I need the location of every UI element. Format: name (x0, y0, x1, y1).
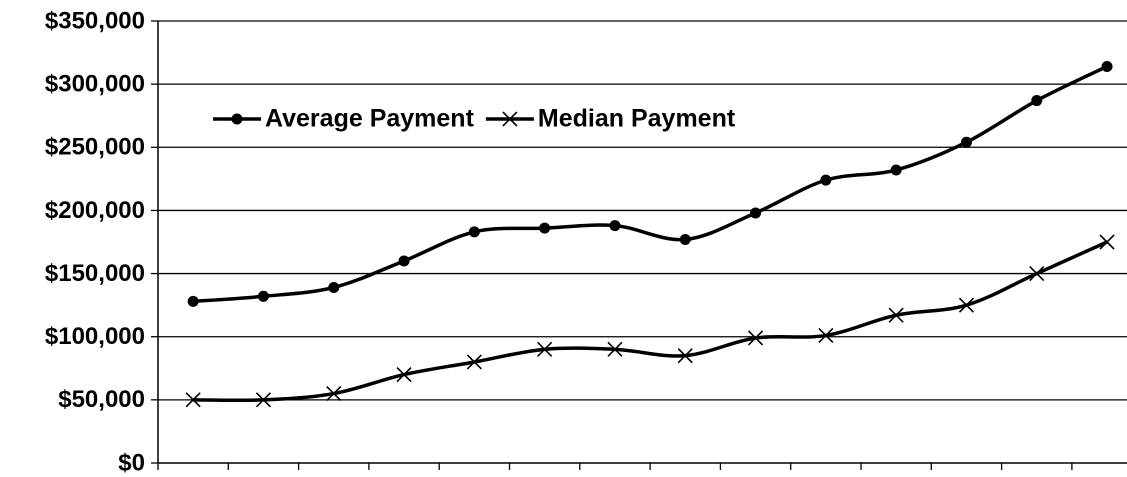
y-tick-label: $300,000 (45, 70, 145, 97)
point (1101, 60, 1113, 72)
point (255, 392, 272, 408)
point (679, 233, 691, 245)
point (185, 392, 201, 408)
point (398, 255, 410, 267)
point (677, 348, 693, 364)
y-tick-label: $50,000 (58, 386, 145, 413)
y-tick-label: $350,000 (45, 7, 145, 34)
point (890, 164, 902, 176)
point (468, 226, 480, 238)
y-tick-label: $150,000 (45, 260, 145, 287)
point (818, 327, 834, 344)
point (1031, 95, 1043, 107)
point (1029, 266, 1045, 282)
legend-label: Average Payment (265, 105, 475, 133)
point (820, 174, 832, 186)
point (328, 281, 340, 293)
point (396, 367, 412, 383)
legend-marker (502, 111, 518, 127)
y-tick-label: $200,000 (45, 197, 145, 224)
point (607, 341, 623, 357)
point (750, 207, 762, 219)
point (609, 220, 621, 232)
legend-label: Median Payment (538, 105, 736, 133)
legend-marker (231, 113, 243, 125)
point (539, 222, 551, 234)
point (257, 290, 269, 302)
y-tick-label: $0 (118, 449, 145, 476)
point (537, 341, 553, 357)
y-tick-label: $250,000 (45, 134, 145, 161)
series-line (193, 64, 1108, 304)
point (960, 136, 972, 148)
point (747, 330, 764, 346)
y-tick-label: $100,000 (45, 323, 145, 350)
point (888, 307, 904, 323)
point (1099, 234, 1115, 250)
series-line (193, 240, 1108, 403)
point (958, 297, 975, 313)
point (326, 385, 342, 402)
point (466, 354, 482, 370)
point (187, 295, 199, 307)
